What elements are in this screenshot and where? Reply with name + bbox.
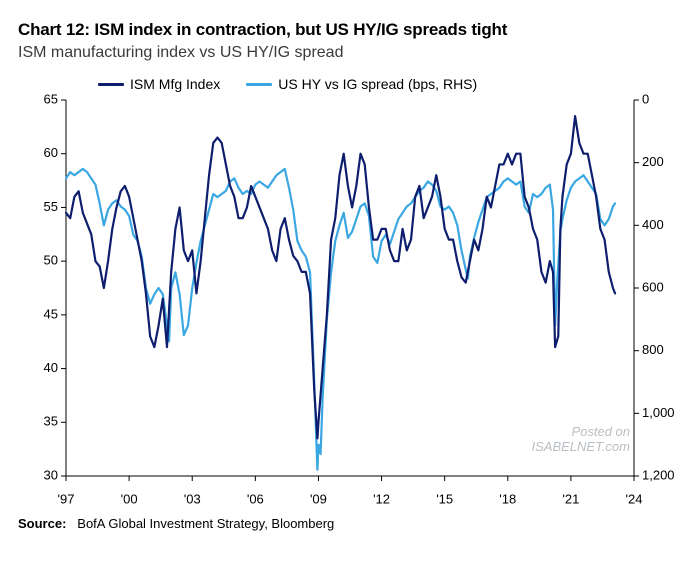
svg-text:'15: '15 <box>436 492 453 507</box>
legend-swatch-series2 <box>246 83 272 86</box>
legend-swatch-series1 <box>98 83 124 86</box>
svg-text:'12: '12 <box>373 492 390 507</box>
legend-item-series2: US HY vs IG spread (bps, RHS) <box>246 76 477 92</box>
svg-text:30: 30 <box>44 467 58 482</box>
svg-text:400: 400 <box>642 217 664 232</box>
svg-text:40: 40 <box>44 360 58 375</box>
svg-text:35: 35 <box>44 414 58 429</box>
svg-text:'21: '21 <box>562 492 579 507</box>
source-label: Source: <box>18 516 66 531</box>
svg-text:'24: '24 <box>626 492 643 507</box>
svg-text:60: 60 <box>44 145 58 160</box>
svg-text:1,200: 1,200 <box>642 467 675 482</box>
source-text: BofA Global Investment Strategy, Bloombe… <box>77 516 334 531</box>
source-line: Source: BofA Global Investment Strategy,… <box>18 516 682 531</box>
svg-text:'97: '97 <box>58 492 75 507</box>
svg-text:200: 200 <box>642 154 664 169</box>
legend-item-series1: ISM Mfg Index <box>98 76 220 92</box>
legend-label-series1: ISM Mfg Index <box>130 76 220 92</box>
chart-title: Chart 12: ISM index in contraction, but … <box>18 20 682 40</box>
legend: ISM Mfg Index US HY vs IG spread (bps, R… <box>98 76 477 92</box>
svg-text:'00: '00 <box>121 492 138 507</box>
svg-text:'03: '03 <box>184 492 201 507</box>
svg-text:800: 800 <box>642 342 664 357</box>
svg-text:55: 55 <box>44 199 58 214</box>
svg-text:1,000: 1,000 <box>642 405 675 420</box>
svg-text:45: 45 <box>44 306 58 321</box>
svg-text:'18: '18 <box>499 492 516 507</box>
svg-text:'06: '06 <box>247 492 264 507</box>
chart-subtitle: ISM manufacturing index vs US HY/IG spre… <box>18 44 682 62</box>
svg-text:50: 50 <box>44 253 58 268</box>
line-chart: 30 35 40 45 50 55 60 65 0 200 400 600 800 1,000 1,200 '… <box>18 70 682 510</box>
svg-text:'09: '09 <box>310 492 327 507</box>
svg-text:600: 600 <box>642 279 664 294</box>
svg-text:0: 0 <box>642 91 649 106</box>
legend-label-series2: US HY vs IG spread (bps, RHS) <box>278 76 477 92</box>
svg-text:65: 65 <box>44 91 58 106</box>
chart-container: ISM Mfg Index US HY vs IG spread (bps, R… <box>18 70 682 510</box>
chart-page: Chart 12: ISM index in contraction, but … <box>0 0 700 575</box>
